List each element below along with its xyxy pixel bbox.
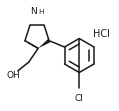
Text: H: H	[38, 9, 44, 15]
Text: N: N	[30, 7, 37, 16]
Text: OH: OH	[6, 71, 20, 80]
Polygon shape	[38, 39, 50, 48]
Text: Cl: Cl	[75, 94, 84, 103]
Text: HCl: HCl	[93, 29, 110, 39]
